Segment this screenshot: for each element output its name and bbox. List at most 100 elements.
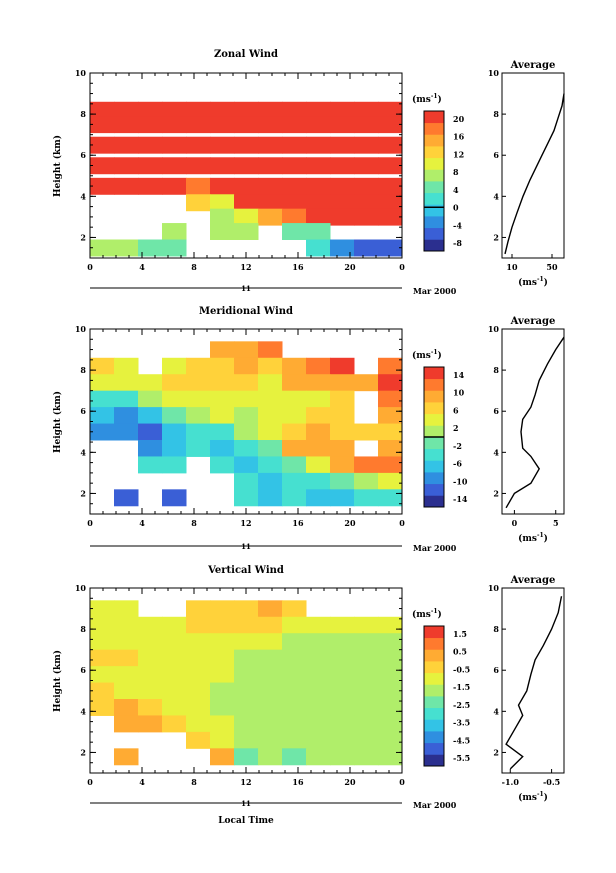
vertical-cell xyxy=(234,666,259,684)
vertical-profile-xtick-label: -1.0 xyxy=(502,777,520,787)
zonal-colorbar-swatch xyxy=(424,239,444,252)
vertical-cell xyxy=(306,682,331,700)
meridional-cell xyxy=(210,440,235,457)
zonal-cell xyxy=(138,116,163,134)
meridional-colorbar-swatch xyxy=(424,402,444,415)
meridional-cell xyxy=(258,440,283,457)
meridional-colorbar-swatch xyxy=(424,472,444,485)
vertical-cell xyxy=(378,715,403,733)
zonal-profile-ytick-label: 4 xyxy=(493,191,499,201)
meridional-colorbar-tick: -6 xyxy=(453,459,462,469)
meridional-cell xyxy=(162,489,187,507)
meridional-cell xyxy=(162,390,187,408)
meridional-cell xyxy=(330,374,355,392)
zonal-cell xyxy=(330,116,355,134)
zonal-cell xyxy=(378,239,403,257)
vertical-cell xyxy=(234,649,259,667)
meridional-xtick-label: 0 xyxy=(399,518,405,528)
vertical-xtick-label: 16 xyxy=(292,777,304,787)
vertical-cell xyxy=(282,666,307,684)
zonal-cell xyxy=(186,136,211,154)
meridional-day-label: 11 xyxy=(241,542,251,551)
zonal-cell xyxy=(378,157,403,175)
zonal-colorbar-tick: 0 xyxy=(453,203,459,213)
vertical-colorbar-tick: -3.5 xyxy=(453,718,470,728)
zonal-cell xyxy=(162,157,187,175)
meridional-cell xyxy=(258,423,283,441)
meridional-cell xyxy=(162,357,187,375)
zonal-cell xyxy=(306,101,331,119)
zonal-cell xyxy=(162,101,187,119)
meridional-cell xyxy=(378,423,403,441)
zonal-cell xyxy=(354,136,379,154)
zonal-cell xyxy=(258,177,283,195)
meridional-cell xyxy=(330,390,355,408)
xaxis-label: Local Time xyxy=(218,816,274,826)
zonal-colorbar-swatch xyxy=(424,216,444,229)
vertical-profile-unit: (ms-1) xyxy=(518,791,548,803)
zonal-ytick-label: 4 xyxy=(80,191,86,201)
zonal-profile-xtick-label: 50 xyxy=(546,262,558,272)
meridional-cell xyxy=(330,407,355,425)
meridional-cell xyxy=(234,357,259,375)
vertical-profile-ytick-label: 6 xyxy=(493,665,499,675)
meridional-cell xyxy=(162,456,187,474)
meridional-profile-ytick-label: 8 xyxy=(493,365,499,375)
zonal-ytick-label: 6 xyxy=(80,150,86,160)
vertical-colorbar-frame xyxy=(423,625,445,767)
vertical-colorbar-swatch xyxy=(424,672,444,685)
vertical-cell xyxy=(138,633,163,651)
vertical-cell xyxy=(330,666,355,684)
meridional-cell xyxy=(186,390,211,408)
vertical-xtick-label: 20 xyxy=(344,777,356,787)
meridional-cell xyxy=(138,423,163,441)
vertical-cell xyxy=(282,633,307,651)
meridional-cell xyxy=(90,390,115,408)
vertical-cell xyxy=(330,699,355,716)
zonal-xtick-label: 20 xyxy=(344,262,356,272)
zonal-cell xyxy=(306,208,331,226)
vertical-cell xyxy=(186,699,211,716)
zonal-colorbar-swatch xyxy=(424,122,444,135)
vertical-cell xyxy=(234,748,259,766)
zonal-cell xyxy=(330,101,355,119)
vertical-cell xyxy=(378,699,403,716)
zonal-cell xyxy=(282,177,307,195)
vertical-profile-title: Average xyxy=(510,575,556,586)
zonal-colorbar-swatch xyxy=(424,227,444,240)
vertical-cell xyxy=(186,633,211,651)
meridional-cell xyxy=(210,357,235,375)
zonal-colorbar-unit: (ms-1) xyxy=(412,93,442,105)
meridional-colorbar-swatch xyxy=(424,448,444,461)
vertical-profile-frame xyxy=(501,587,565,774)
vertical-cell xyxy=(114,748,139,766)
meridional-xtick-label: 0 xyxy=(87,518,93,528)
meridional-profile-line xyxy=(505,336,565,509)
meridional-xtick-label: 20 xyxy=(344,518,356,528)
meridional-cell xyxy=(114,357,139,375)
vertical-cell xyxy=(378,616,403,634)
meridional-cell xyxy=(306,407,331,425)
meridional-cell xyxy=(258,357,283,375)
vertical-cell xyxy=(114,633,139,651)
zonal-cell xyxy=(210,208,235,226)
vertical-cell xyxy=(330,633,355,651)
vertical-ytick-label: 8 xyxy=(80,624,86,634)
vertical-colorbar-tick: -0.5 xyxy=(453,664,470,674)
meridional-cell xyxy=(210,390,235,408)
vertical-colorbar-tick: -5.5 xyxy=(453,753,470,763)
zonal-cell xyxy=(162,239,187,257)
meridional-cell xyxy=(378,440,403,457)
vertical-cell xyxy=(210,682,235,700)
vertical-ytick-label: 10 xyxy=(75,583,87,593)
meridional-cell xyxy=(378,489,403,507)
zonal-cell xyxy=(306,239,331,257)
vertical-cell xyxy=(210,616,235,634)
meridional-colorbar-swatch xyxy=(424,378,444,391)
zonal-cell xyxy=(354,101,379,119)
vertical-colorbar-swatch xyxy=(424,696,444,709)
meridional-cell xyxy=(90,374,115,392)
vertical-colorbar-swatch xyxy=(424,742,444,755)
zonal-colorbar-swatch xyxy=(424,181,444,194)
meridional-colorbar-swatch xyxy=(424,413,444,426)
